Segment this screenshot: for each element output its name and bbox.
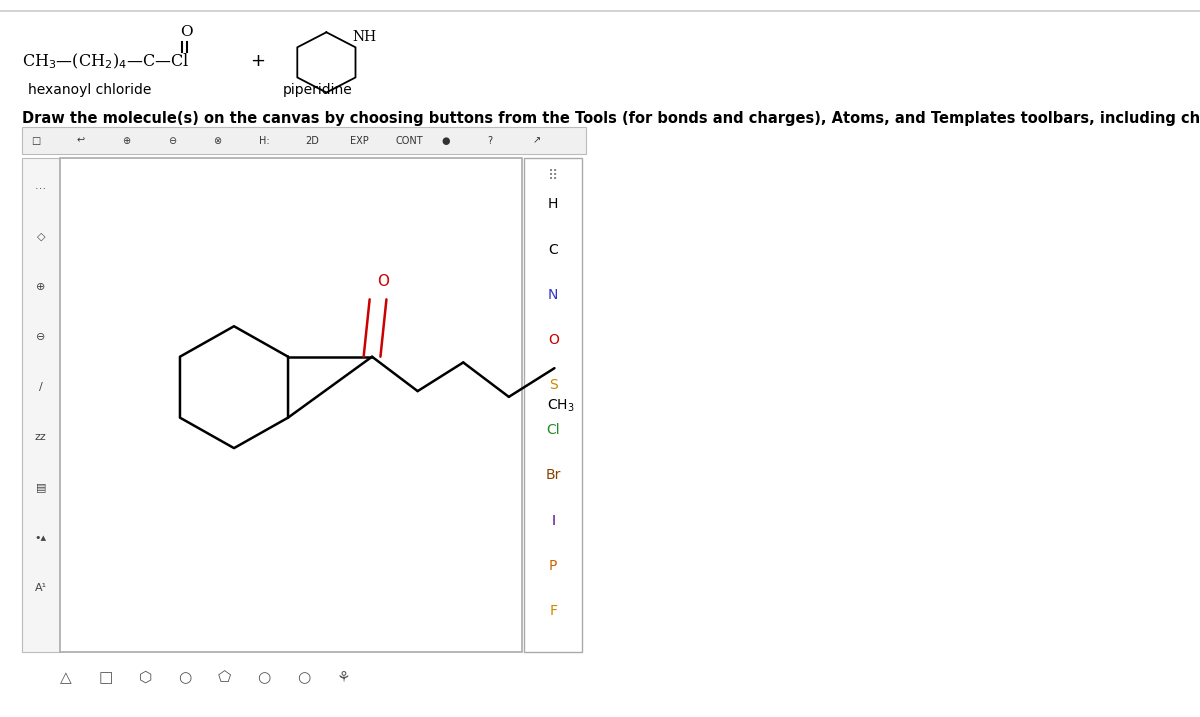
Text: △: △: [60, 670, 72, 685]
Text: ▤: ▤: [36, 483, 46, 493]
Text: S: S: [548, 378, 558, 392]
Text: +: +: [251, 52, 265, 70]
Text: ⊖: ⊖: [168, 136, 176, 146]
Text: □: □: [31, 136, 41, 146]
Text: NH: NH: [353, 30, 377, 44]
Text: zz: zz: [35, 432, 47, 442]
Text: ↩: ↩: [77, 136, 85, 146]
Bar: [60, 158, 522, 652]
Text: 2D: 2D: [305, 136, 319, 146]
Text: P: P: [550, 559, 557, 573]
Text: ○: ○: [257, 670, 271, 685]
Text: I: I: [551, 513, 556, 528]
Bar: [524, 158, 582, 652]
Text: ⬠: ⬠: [217, 670, 232, 685]
Text: C: C: [548, 242, 558, 257]
Text: CH$_3$—(CH$_2$)$_4$—C—Cl: CH$_3$—(CH$_2$)$_4$—C—Cl: [22, 51, 188, 71]
Text: ?: ?: [487, 136, 492, 146]
Text: O: O: [180, 25, 192, 39]
Text: ⊕: ⊕: [122, 136, 131, 146]
Text: ⊕: ⊕: [36, 282, 46, 292]
Text: O: O: [377, 274, 389, 289]
Text: ○: ○: [296, 670, 311, 685]
Text: hexanoyl chloride: hexanoyl chloride: [29, 82, 151, 97]
Text: piperidine: piperidine: [283, 82, 353, 97]
Bar: [22, 127, 586, 154]
Bar: [22, 158, 60, 652]
Text: ↗: ↗: [533, 136, 541, 146]
Text: ⊖: ⊖: [36, 332, 46, 342]
Text: CONT: CONT: [396, 136, 424, 146]
Text: •▴: •▴: [35, 533, 47, 543]
Text: H: H: [548, 197, 558, 212]
Text: ●: ●: [442, 136, 450, 146]
Text: ⊗: ⊗: [214, 136, 222, 146]
Text: N: N: [548, 288, 558, 302]
Text: ⚘: ⚘: [336, 670, 350, 685]
Text: F: F: [550, 604, 557, 618]
Text: EXP: EXP: [350, 136, 370, 146]
Text: ⬡: ⬡: [138, 670, 152, 685]
Text: Cl: Cl: [546, 423, 560, 437]
Text: Draw the molecule(s) on the canvas by choosing buttons from the Tools (for bonds: Draw the molecule(s) on the canvas by ch…: [22, 111, 1200, 125]
Text: ○: ○: [178, 670, 192, 685]
Text: O: O: [547, 333, 559, 347]
Text: □: □: [98, 670, 113, 685]
Text: CH$_3$: CH$_3$: [547, 397, 575, 414]
Text: Br: Br: [546, 468, 560, 483]
Text: ⠿: ⠿: [548, 168, 558, 183]
Text: ◇: ◇: [36, 232, 46, 242]
Text: …: …: [35, 181, 47, 191]
Text: /: /: [38, 382, 43, 392]
Text: A¹: A¹: [35, 583, 47, 593]
Text: H:: H:: [259, 136, 270, 146]
